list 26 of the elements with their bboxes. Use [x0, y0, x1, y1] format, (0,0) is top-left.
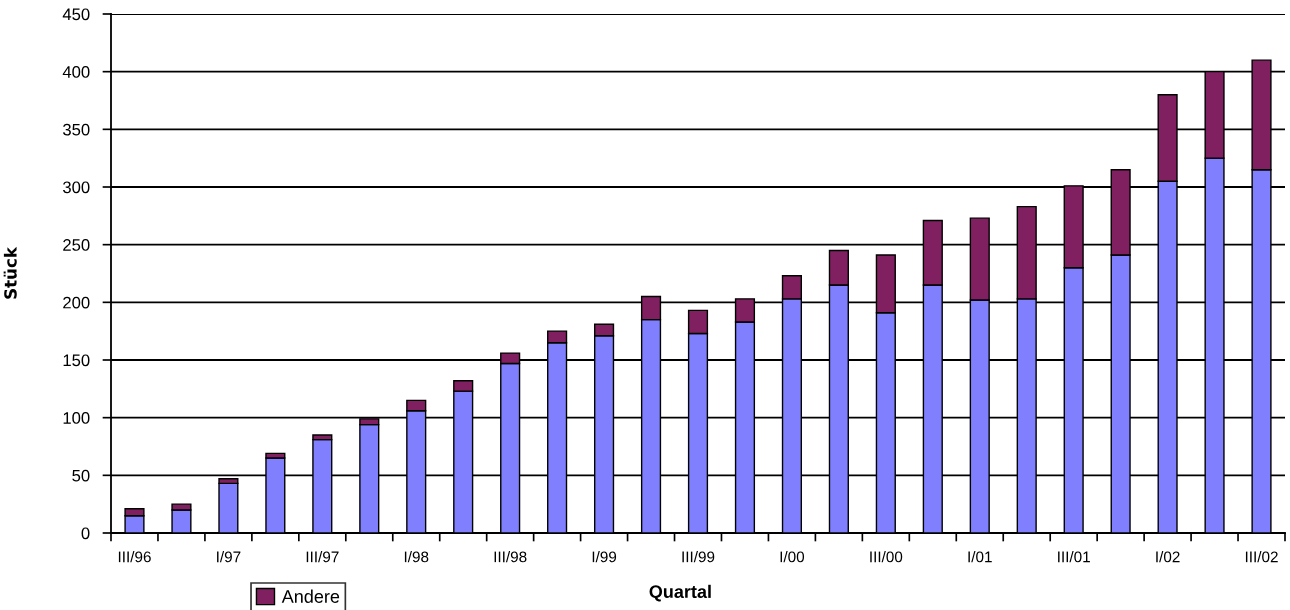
- y-axis-title: Stück: [3, 246, 17, 299]
- y-tick-label: 150: [63, 354, 90, 367]
- x-axis-title: Quartal: [649, 584, 711, 602]
- x-tick-label: III/99: [682, 551, 715, 563]
- y-tick-label: 0: [81, 527, 90, 540]
- legend-label: Andere: [281, 589, 340, 603]
- x-tick-label: I/02: [1156, 551, 1180, 563]
- x-tick-label: III/01: [1058, 551, 1090, 563]
- y-tick-label: 400: [62, 66, 90, 78]
- x-tick-label: I/00: [780, 551, 805, 563]
- y-tick-label: 250: [63, 239, 90, 251]
- x-tick-label: I/01: [968, 551, 992, 563]
- x-tick-label: III/98: [494, 551, 527, 563]
- y-tick-label: 350: [63, 123, 90, 136]
- x-tick-label: I/98: [404, 551, 429, 563]
- x-tick-label: III/02: [1245, 551, 1278, 563]
- x-tick-label: III/97: [306, 551, 339, 563]
- x-tick-label: I/97: [217, 551, 241, 563]
- y-tick-label: 100: [63, 412, 90, 424]
- x-tick-label: I/99: [592, 551, 617, 563]
- y-tick-label: 300: [63, 181, 90, 194]
- y-tick-label: 200: [63, 296, 90, 309]
- y-tick-label: 50: [72, 469, 90, 482]
- y-tick-label: 450: [62, 8, 90, 21]
- x-tick-label: III/96: [118, 551, 151, 563]
- x-tick-label: III/00: [870, 551, 903, 563]
